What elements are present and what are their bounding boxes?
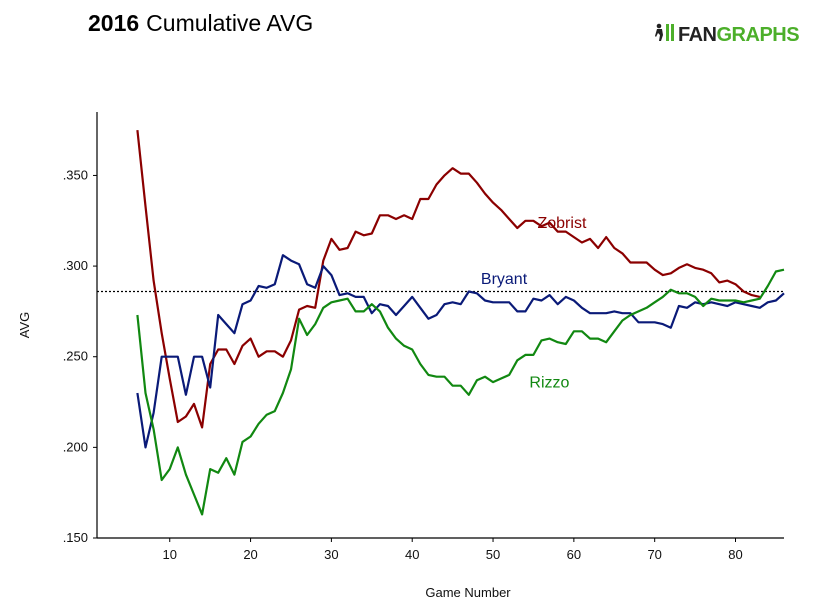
x-tick-label: 80 <box>728 547 742 562</box>
series-label-bryant: Bryant <box>481 271 528 288</box>
series-label-zobrist: Zobrist <box>537 215 586 232</box>
series-layer: Zobrist Bryant Rizzo <box>136 129 785 516</box>
series-label-rizzo: Rizzo <box>529 375 569 392</box>
y-tick-label: .200 <box>63 439 88 454</box>
y-axis-label: AVG <box>17 312 32 339</box>
x-axis-label: Game Number <box>425 585 511 600</box>
x-tick-label: 60 <box>567 547 581 562</box>
series-line-rizzo <box>136 268 785 516</box>
x-tick-label: 40 <box>405 547 419 562</box>
chart-title-text: Cumulative AVG <box>146 10 314 36</box>
x-tick-label: 30 <box>324 547 338 562</box>
fangraphs-player-icon <box>654 21 676 49</box>
fangraphs-logo[interactable]: FAN GRAPHS <box>654 21 800 49</box>
x-tick-label: 70 <box>647 547 661 562</box>
series-line-bryant <box>136 254 785 449</box>
y-axis-ticks: .150 .200 .250 .300 .350 <box>63 167 97 545</box>
logo-text-fan: FAN <box>678 23 717 46</box>
x-tick-label: 50 <box>486 547 500 562</box>
x-axis-ticks: 10 20 30 40 50 60 70 80 <box>163 538 743 562</box>
y-tick-label: .150 <box>63 530 88 545</box>
x-tick-label: 20 <box>243 547 257 562</box>
y-tick-label: .350 <box>63 167 88 182</box>
chart-title: 2016 Cumulative AVG <box>88 10 313 37</box>
y-tick-label: .250 <box>63 349 88 364</box>
series-line-zobrist <box>136 129 761 429</box>
x-tick-label: 10 <box>163 547 177 562</box>
y-tick-label: .300 <box>63 258 88 273</box>
logo-text-graphs: GRAPHS <box>716 23 800 46</box>
chart-title-year: 2016 <box>88 10 140 36</box>
